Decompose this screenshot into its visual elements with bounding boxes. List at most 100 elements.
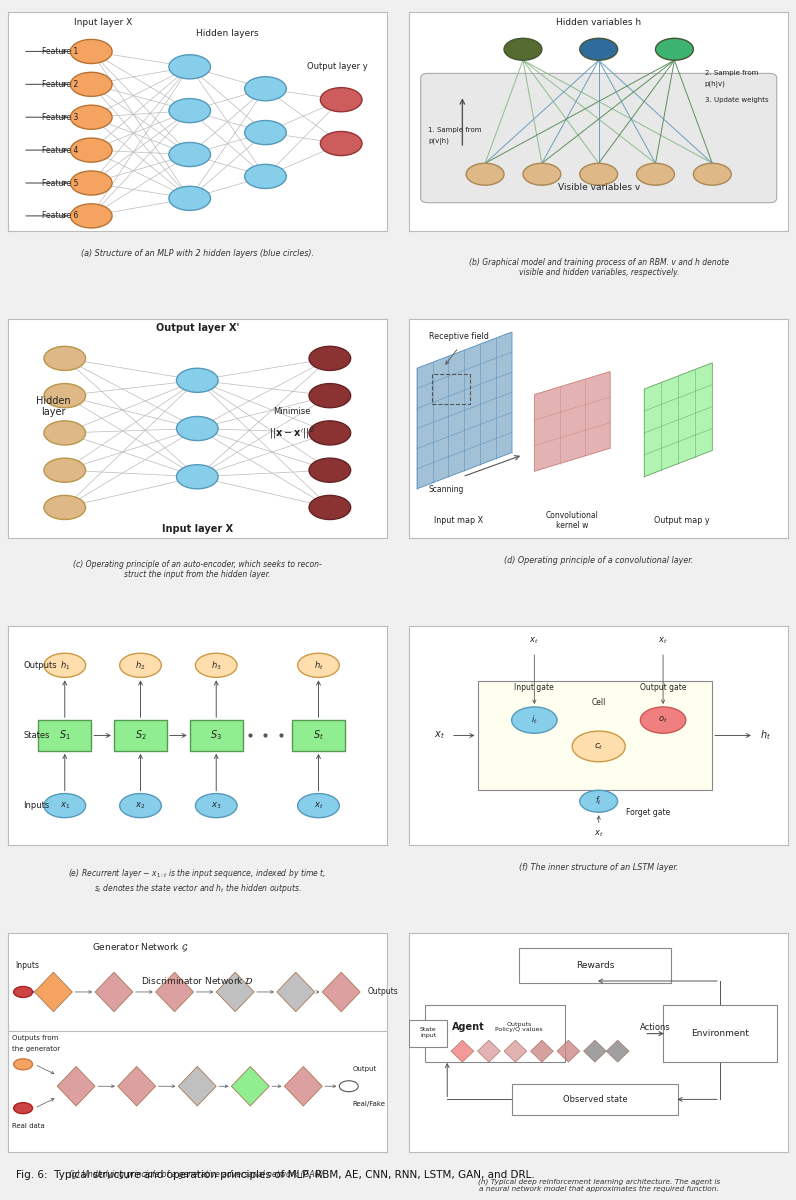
- FancyBboxPatch shape: [292, 720, 345, 751]
- Text: (h) Typical deep reinforcement learning architecture. The agent is
a neural netw: (h) Typical deep reinforcement learning …: [478, 1178, 720, 1192]
- Polygon shape: [531, 1040, 553, 1062]
- Text: $h_{t}$: $h_{t}$: [314, 659, 323, 672]
- Text: Feature 3: Feature 3: [42, 113, 79, 121]
- Text: Feature 6: Feature 6: [42, 211, 79, 221]
- Text: Real data: Real data: [12, 1123, 45, 1129]
- Polygon shape: [644, 362, 712, 476]
- FancyBboxPatch shape: [38, 720, 92, 751]
- Text: Feature 5: Feature 5: [42, 179, 79, 187]
- Circle shape: [70, 106, 112, 130]
- FancyBboxPatch shape: [512, 1084, 678, 1115]
- Text: p(h|v): p(h|v): [704, 80, 726, 88]
- Text: $x_{1}$: $x_{1}$: [60, 800, 70, 811]
- Text: (g) Underlying principle of a generative adversarial network (GAN).: (g) Underlying principle of a generative…: [69, 1170, 326, 1178]
- Circle shape: [572, 731, 625, 762]
- Circle shape: [244, 164, 287, 188]
- FancyBboxPatch shape: [478, 680, 712, 791]
- Text: Input layer X: Input layer X: [162, 524, 233, 534]
- Text: $h_t$: $h_t$: [760, 728, 771, 743]
- Text: $S_{2}$: $S_{2}$: [135, 728, 146, 743]
- Circle shape: [177, 368, 218, 392]
- Text: (a) Structure of an MLP with 2 hidden layers (blue circles).: (a) Structure of an MLP with 2 hidden la…: [81, 248, 314, 258]
- Text: State
input: State input: [420, 1027, 437, 1038]
- Text: $x_{3}$: $x_{3}$: [211, 800, 221, 811]
- Text: Feature 2: Feature 2: [42, 80, 78, 89]
- Circle shape: [195, 653, 237, 677]
- Polygon shape: [322, 972, 360, 1012]
- Circle shape: [339, 1081, 358, 1092]
- Text: $||\mathbf{x} - \mathbf{x}^{\prime}||^2$: $||\mathbf{x} - \mathbf{x}^{\prime}||^2$: [269, 425, 314, 440]
- Circle shape: [640, 707, 686, 733]
- Circle shape: [309, 496, 351, 520]
- Circle shape: [70, 170, 112, 196]
- Circle shape: [70, 72, 112, 96]
- Circle shape: [637, 163, 674, 185]
- Text: Hidden variables h: Hidden variables h: [556, 18, 642, 28]
- Polygon shape: [277, 972, 314, 1012]
- Polygon shape: [34, 972, 72, 1012]
- Text: (c) Operating principle of an auto-encoder, which seeks to recon-
struct the inp: (c) Operating principle of an auto-encod…: [73, 560, 322, 580]
- FancyBboxPatch shape: [421, 73, 777, 203]
- Text: Actions: Actions: [640, 1022, 671, 1032]
- Text: Convolutional
kernel w: Convolutional kernel w: [546, 511, 599, 530]
- Circle shape: [169, 55, 211, 79]
- Circle shape: [309, 458, 351, 482]
- Text: Input gate: Input gate: [514, 683, 554, 691]
- Text: $c_t$: $c_t$: [594, 742, 603, 751]
- Circle shape: [70, 40, 112, 64]
- Text: Discriminator Network $\mathcal{D}$: Discriminator Network $\mathcal{D}$: [141, 976, 254, 986]
- Text: (d) Operating principle of a convolutional layer.: (d) Operating principle of a convolution…: [504, 556, 693, 565]
- Circle shape: [119, 653, 162, 677]
- FancyBboxPatch shape: [663, 1006, 777, 1062]
- Text: Hidden layers: Hidden layers: [197, 30, 259, 38]
- Text: Inputs: Inputs: [15, 961, 39, 970]
- Text: Observed state: Observed state: [563, 1094, 627, 1104]
- Polygon shape: [478, 1040, 500, 1062]
- Polygon shape: [534, 372, 610, 472]
- Text: Output layer y: Output layer y: [307, 62, 368, 71]
- Circle shape: [44, 496, 86, 520]
- Polygon shape: [156, 972, 193, 1012]
- Text: p(v|h): p(v|h): [428, 138, 449, 145]
- Circle shape: [244, 120, 287, 145]
- Text: Rewards: Rewards: [576, 961, 614, 970]
- Polygon shape: [95, 972, 133, 1012]
- Circle shape: [320, 132, 362, 156]
- FancyBboxPatch shape: [114, 720, 167, 751]
- FancyBboxPatch shape: [409, 1020, 447, 1046]
- Text: Outputs: Outputs: [368, 988, 399, 996]
- Circle shape: [523, 163, 561, 185]
- FancyBboxPatch shape: [189, 720, 243, 751]
- Circle shape: [169, 186, 211, 210]
- Text: Hidden
layer: Hidden layer: [36, 396, 71, 418]
- Circle shape: [14, 1103, 33, 1114]
- Text: (e) Recurrent layer $-$ $x_{1:t}$ is the input sequence, indexed by time $t$,
$s: (e) Recurrent layer $-$ $x_{1:t}$ is the…: [68, 866, 326, 895]
- Circle shape: [119, 793, 162, 817]
- Circle shape: [14, 986, 33, 997]
- Text: Receptive field: Receptive field: [429, 332, 489, 341]
- Circle shape: [309, 384, 351, 408]
- Text: Scanning: Scanning: [428, 486, 463, 494]
- Text: $S_{3}$: $S_{3}$: [210, 728, 222, 743]
- Polygon shape: [284, 1067, 322, 1106]
- Text: $S_{t}$: $S_{t}$: [313, 728, 324, 743]
- Circle shape: [320, 88, 362, 112]
- Circle shape: [44, 458, 86, 482]
- Text: $x_{2}$: $x_{2}$: [135, 800, 146, 811]
- Text: (b) Graphical model and training process of an RBM. v and h denote
visible and h: (b) Graphical model and training process…: [469, 258, 729, 277]
- Circle shape: [579, 791, 618, 812]
- Text: $h_{1}$: $h_{1}$: [60, 659, 70, 672]
- Text: Outputs: Outputs: [23, 661, 57, 670]
- Polygon shape: [57, 1067, 95, 1106]
- Text: $o_t$: $o_t$: [658, 715, 668, 725]
- Text: Output layer X': Output layer X': [155, 323, 239, 332]
- Text: 3. Update weights: 3. Update weights: [704, 97, 768, 103]
- Polygon shape: [217, 972, 254, 1012]
- Circle shape: [579, 163, 618, 185]
- Text: Input map X: Input map X: [434, 516, 483, 526]
- Text: $h_{2}$: $h_{2}$: [135, 659, 146, 672]
- Circle shape: [44, 653, 86, 677]
- Circle shape: [504, 38, 542, 60]
- Polygon shape: [557, 1040, 579, 1062]
- Text: Generator Network $\mathcal{G}$: Generator Network $\mathcal{G}$: [92, 942, 189, 954]
